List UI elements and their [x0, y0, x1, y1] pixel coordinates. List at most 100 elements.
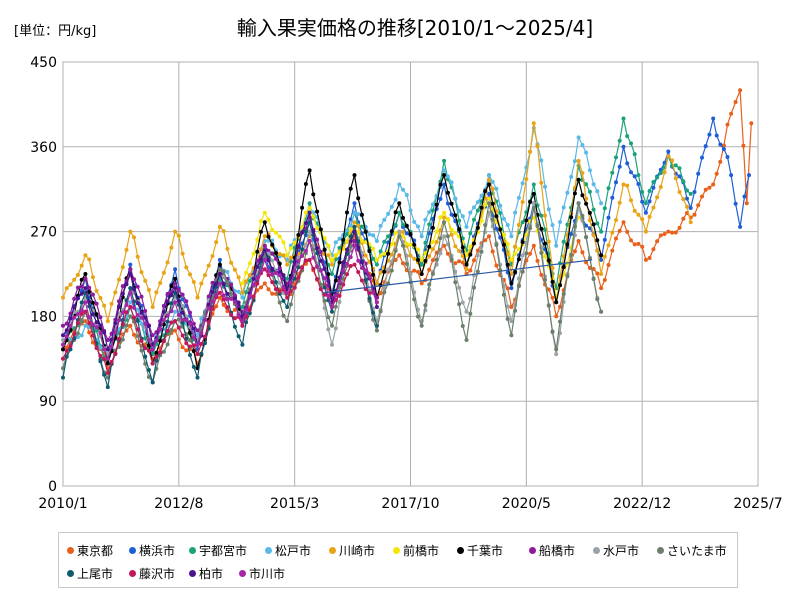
- data-point: [247, 278, 252, 283]
- data-point: [105, 361, 110, 366]
- data-point: [738, 224, 743, 229]
- data-point: [352, 224, 357, 229]
- data-point: [412, 256, 417, 261]
- data-point: [617, 164, 622, 169]
- data-point: [561, 291, 566, 296]
- data-point: [565, 190, 570, 195]
- data-point: [105, 370, 110, 375]
- data-point: [464, 224, 469, 229]
- data-point: [367, 296, 372, 301]
- data-point: [311, 192, 316, 197]
- data-point: [146, 348, 151, 353]
- data-point: [132, 287, 136, 292]
- data-point: [520, 253, 525, 258]
- data-point: [281, 273, 286, 278]
- data-point: [359, 212, 364, 217]
- data-point: [64, 286, 69, 291]
- data-point: [651, 205, 656, 210]
- data-point: [688, 191, 693, 196]
- data-point: [386, 211, 391, 216]
- data-point: [117, 336, 121, 341]
- data-point: [255, 276, 260, 280]
- data-point: [98, 331, 103, 336]
- data-point: [341, 260, 346, 265]
- data-point: [558, 220, 562, 224]
- data-point: [262, 281, 267, 286]
- data-point: [636, 182, 641, 186]
- data-point: [494, 214, 499, 219]
- data-point: [240, 305, 245, 309]
- data-point: [232, 299, 237, 304]
- data-point: [277, 273, 282, 278]
- data-point: [490, 201, 495, 206]
- data-point: [580, 213, 585, 218]
- data-point: [498, 203, 503, 208]
- data-point: [266, 248, 271, 253]
- data-point: [666, 149, 671, 154]
- data-point: [161, 318, 166, 323]
- data-point: [367, 274, 372, 279]
- data-point: [505, 223, 510, 227]
- data-point: [333, 278, 338, 283]
- data-point: [449, 201, 454, 206]
- data-point: [670, 158, 675, 163]
- data-point: [98, 323, 103, 328]
- data-point: [472, 285, 476, 290]
- data-point: [673, 230, 678, 235]
- data-point: [673, 163, 678, 168]
- data-point: [539, 180, 544, 185]
- data-point: [397, 234, 402, 239]
- data-point: [382, 269, 387, 274]
- data-point: [341, 282, 346, 287]
- data-point: [132, 277, 136, 282]
- data-point: [303, 229, 308, 234]
- data-point: [449, 227, 454, 232]
- data-point: [550, 295, 555, 300]
- data-point: [83, 323, 88, 328]
- data-point: [158, 338, 163, 343]
- data-point: [490, 186, 495, 191]
- data-point: [658, 185, 663, 189]
- data-point: [251, 294, 256, 299]
- data-point: [352, 210, 357, 215]
- data-point: [636, 212, 641, 217]
- data-point: [288, 281, 293, 286]
- data-point: [102, 303, 107, 308]
- data-point: [550, 279, 555, 284]
- data-point: [83, 272, 88, 276]
- data-point: [98, 315, 103, 320]
- data-point: [214, 292, 219, 297]
- data-point: [520, 200, 525, 204]
- data-point: [621, 182, 626, 187]
- data-point: [389, 252, 394, 257]
- data-point: [90, 300, 95, 305]
- data-point: [124, 303, 129, 307]
- legend-label: 宇都宮市: [199, 544, 248, 558]
- data-point: [259, 269, 263, 274]
- data-point: [460, 214, 465, 219]
- data-point: [651, 247, 656, 252]
- data-point: [217, 272, 222, 276]
- data-point: [262, 257, 267, 262]
- data-point: [378, 309, 383, 314]
- legend-label: 水戸市: [603, 544, 640, 558]
- legend-marker: [189, 547, 196, 554]
- data-point: [658, 171, 663, 176]
- data-point: [738, 88, 743, 93]
- legend: 東京都 横浜市 宇都宮市 松戸市 川崎市 前橋市 千葉市 船橋市 水戸市 さいたま市 上尾市 藤沢市 柏…: [58, 532, 738, 588]
- legend-marker: [329, 547, 336, 554]
- data-point: [255, 281, 260, 286]
- data-point: [408, 253, 413, 258]
- data-point: [117, 277, 121, 282]
- data-point: [195, 333, 200, 338]
- data-point: [427, 282, 432, 287]
- data-point: [210, 299, 215, 304]
- y-tick-label: 450: [30, 55, 57, 71]
- data-point: [315, 264, 320, 269]
- data-point: [490, 179, 495, 184]
- data-point: [94, 312, 99, 317]
- data-point: [348, 227, 353, 231]
- data-point: [610, 195, 615, 200]
- data-point: [528, 226, 533, 231]
